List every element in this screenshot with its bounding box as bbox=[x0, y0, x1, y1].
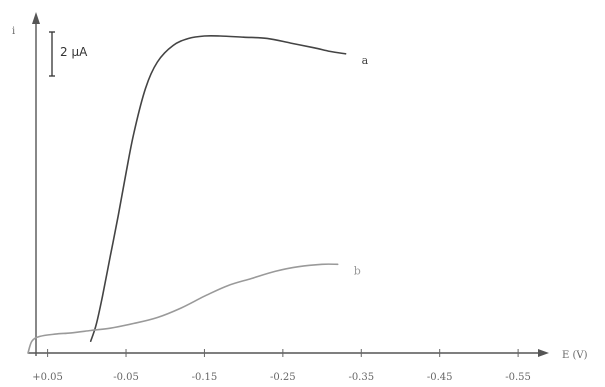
scale-bar-label: 2 µA bbox=[60, 45, 88, 59]
curve-labels: ab bbox=[354, 54, 369, 278]
x-tick-label: -0.55 bbox=[505, 372, 531, 383]
x-ticks: +0.05 -0.05 -0.15 -0.25 -0.35 -0.45 -0.55 bbox=[32, 349, 531, 383]
x-tick-label: -0.35 bbox=[348, 372, 374, 383]
x-tick-label: +0.05 bbox=[32, 372, 63, 383]
x-axis-label: E (V) bbox=[562, 350, 588, 361]
curves bbox=[27, 34, 347, 354]
series-b-label: b bbox=[354, 264, 361, 277]
series-b-line bbox=[27, 263, 339, 354]
x-axis-arrow bbox=[538, 349, 549, 357]
series-a-label: a bbox=[362, 54, 369, 67]
scale-bar: 2 µA bbox=[49, 31, 88, 77]
y-axis-label: i bbox=[12, 26, 15, 37]
x-tick-label: -0.25 bbox=[270, 372, 296, 383]
x-tick-label: -0.45 bbox=[427, 372, 453, 383]
series-a-line bbox=[89, 34, 347, 342]
x-tick-label: -0.15 bbox=[192, 372, 218, 383]
y-axis-arrow bbox=[32, 12, 40, 24]
x-tick-label: -0.05 bbox=[113, 372, 139, 383]
